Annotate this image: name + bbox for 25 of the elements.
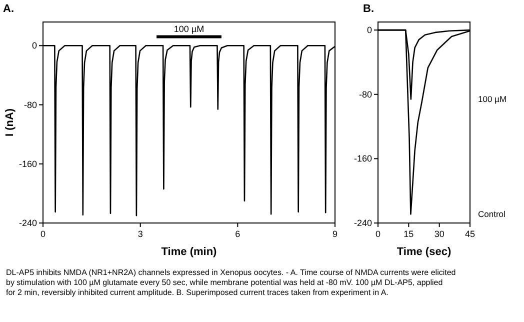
- x-tick-label: 45: [464, 229, 476, 239]
- y-axis-title: I (nA): [4, 108, 16, 137]
- y-tick-label: -240: [354, 218, 372, 228]
- y-tick-label: -160: [354, 154, 372, 164]
- series-label: 100 µM: [174, 24, 204, 34]
- y-tick-label: 0: [32, 40, 37, 51]
- x-tick-label: 30: [434, 229, 444, 239]
- text: DL-AP5 inhibits NMDA (NR1+NR2A) channels expressed in Xenopus oocytes. - A. Time course of NMDA currents were elicited by stimulation with 100 µM glutamate every 50 sec, while membrane potential was held at -80 mV. 100 µM DL-AP5, applied for 2 min, reversibly inhibited current amplitude. B. Superimposed current traces taken from experiment in A.: [6, 268, 456, 297]
- y-tick-label: -240: [18, 218, 37, 228]
- chart-title: A.: [3, 3, 14, 15]
- x-tick-label: 6: [235, 229, 240, 239]
- x-tick-label: 0: [40, 229, 46, 239]
- text: Control: [478, 209, 506, 220]
- x-tick-label: 0: [375, 229, 381, 239]
- x-axis-title: Time (min): [161, 246, 218, 258]
- x-tick-label: 3: [138, 229, 143, 239]
- text: 100 µM: [478, 94, 507, 104]
- y-tick-label: -80: [358, 89, 372, 100]
- y-tick-label: -160: [18, 158, 37, 169]
- y-tick-label: -80: [24, 100, 37, 110]
- y-tick-label: 0: [366, 25, 372, 36]
- x-axis-title: Time (sec): [396, 246, 452, 258]
- chart-title: B.: [363, 3, 374, 15]
- x-tick-label: 15: [404, 229, 414, 239]
- x-tick-label: 9: [332, 229, 338, 239]
